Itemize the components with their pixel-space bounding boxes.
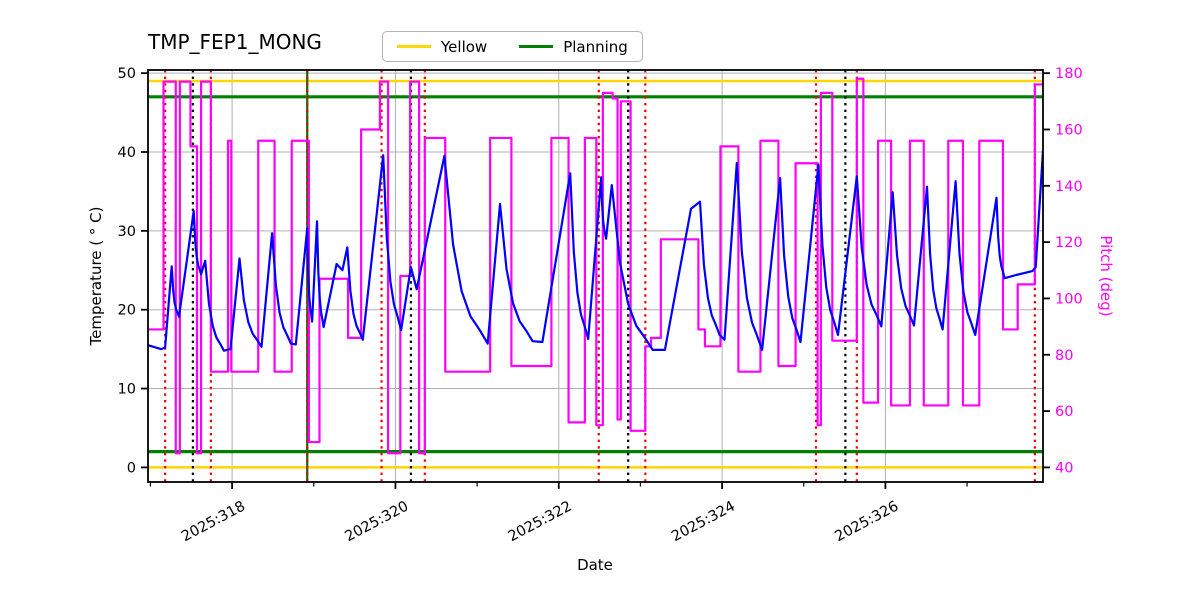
temperature-series: [148, 150, 1043, 352]
svg-text:40: 40: [118, 145, 136, 161]
svg-text:2025:326: 2025:326: [832, 498, 901, 545]
svg-text:50: 50: [118, 66, 136, 82]
legend-label-planning: Planning: [563, 37, 628, 56]
svg-text:2025:318: 2025:318: [179, 498, 248, 545]
legend-label-yellow: Yellow: [441, 37, 488, 56]
legend: Yellow Planning: [382, 31, 643, 62]
limit-lines: [148, 79, 1043, 469]
svg-text:160: 160: [1055, 122, 1083, 138]
y-axis-label-left: Temperature ( ° C): [87, 206, 105, 346]
svg-text:100: 100: [1055, 291, 1083, 307]
svg-text:10: 10: [118, 382, 136, 398]
svg-text:140: 140: [1055, 179, 1083, 195]
legend-item-planning: Planning: [519, 38, 628, 56]
yellow-line-swatch-icon: [397, 45, 431, 48]
svg-text:120: 120: [1055, 235, 1083, 251]
y-axis-label-right: Pitch (deg): [1097, 235, 1115, 317]
planning-line-swatch-icon: [519, 45, 554, 48]
svg-text:60: 60: [1055, 404, 1073, 420]
legend-item-yellow: Yellow: [397, 38, 487, 56]
svg-text:180: 180: [1055, 66, 1083, 82]
svg-text:80: 80: [1055, 348, 1073, 364]
ticks: 0 10 20 30 40 50 40 60 80 100 120 140 160 180 2025:318…: [118, 66, 1083, 545]
svg-text:0: 0: [127, 460, 136, 476]
svg-text:2025:322: 2025:322: [506, 498, 575, 545]
svg-text:20: 20: [118, 303, 136, 319]
plot-border: [147, 69, 1044, 483]
pitch-series: [148, 77, 1043, 455]
svg-text:2025:324: 2025:324: [669, 498, 738, 545]
x-axis-label: Date: [577, 556, 613, 574]
event-vlines: [164, 70, 1036, 482]
chart-title: TMP_FEP1_MONG: [148, 30, 322, 54]
svg-text:40: 40: [1055, 460, 1073, 476]
svg-text:2025:320: 2025:320: [342, 498, 411, 545]
svg-text:30: 30: [118, 224, 136, 240]
